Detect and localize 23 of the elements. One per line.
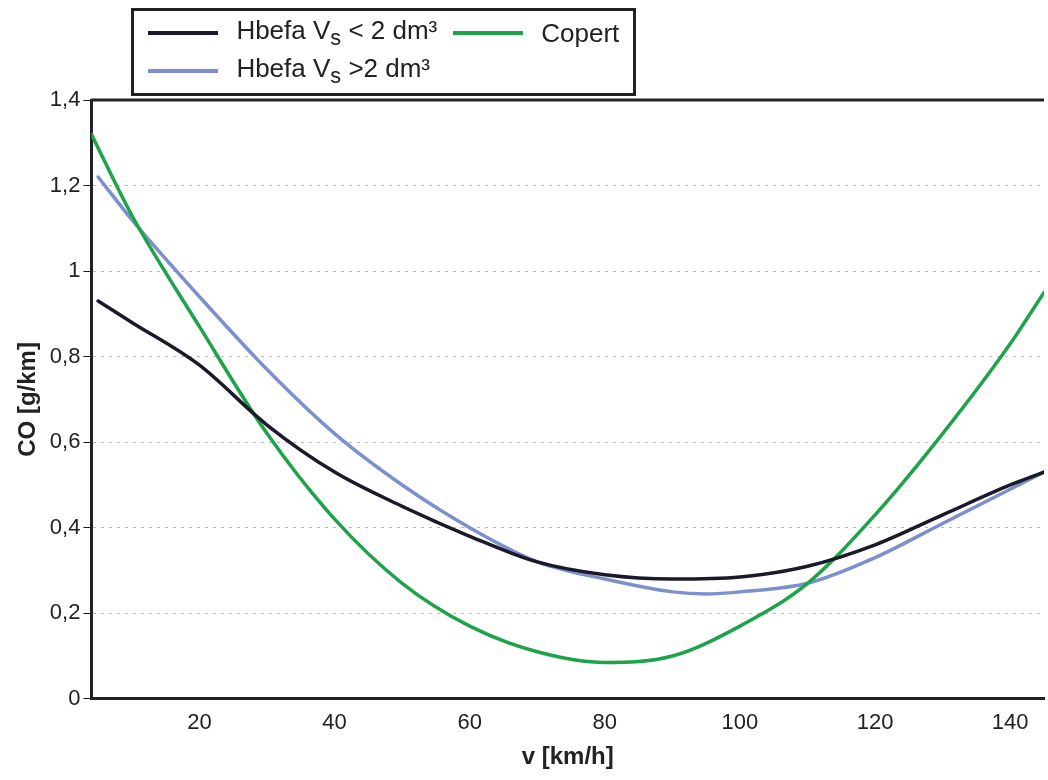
x-tick-label: 80 [592, 709, 618, 735]
line-series [96, 175, 1044, 596]
y-tick-label: 0,6 [49, 428, 81, 454]
line-series [91, 132, 1044, 665]
y-tick-label: 0,8 [49, 342, 81, 368]
y-tick-label: 0,2 [49, 599, 81, 625]
x-tick-label: 20 [187, 709, 212, 735]
x-tick-label: 60 [457, 709, 482, 735]
x-tick-label: 40 [322, 709, 347, 735]
y-tick-label: 1,2 [49, 171, 81, 197]
y-tick-label: 1 [68, 257, 81, 283]
y-tick-label: 0,4 [49, 513, 81, 539]
line-series [96, 299, 1044, 581]
legend-label: Hbefa V$_{s}$ < 2 dm³ [236, 15, 438, 52]
y-axis-title: CO [g/km] [13, 342, 41, 457]
x-tick-label: 140 [991, 709, 1029, 735]
y-tick-label: 1,4 [49, 86, 81, 112]
y-tick-label: 0 [68, 684, 81, 710]
legend-label: Copert [541, 17, 620, 49]
x-tick-label: 120 [856, 709, 894, 735]
x-tick-label: 100 [721, 709, 759, 735]
legend-label: Hbefa V$_{s}$ >2 dm³ [236, 53, 431, 90]
x-axis-title: v [km/h] [521, 742, 614, 770]
